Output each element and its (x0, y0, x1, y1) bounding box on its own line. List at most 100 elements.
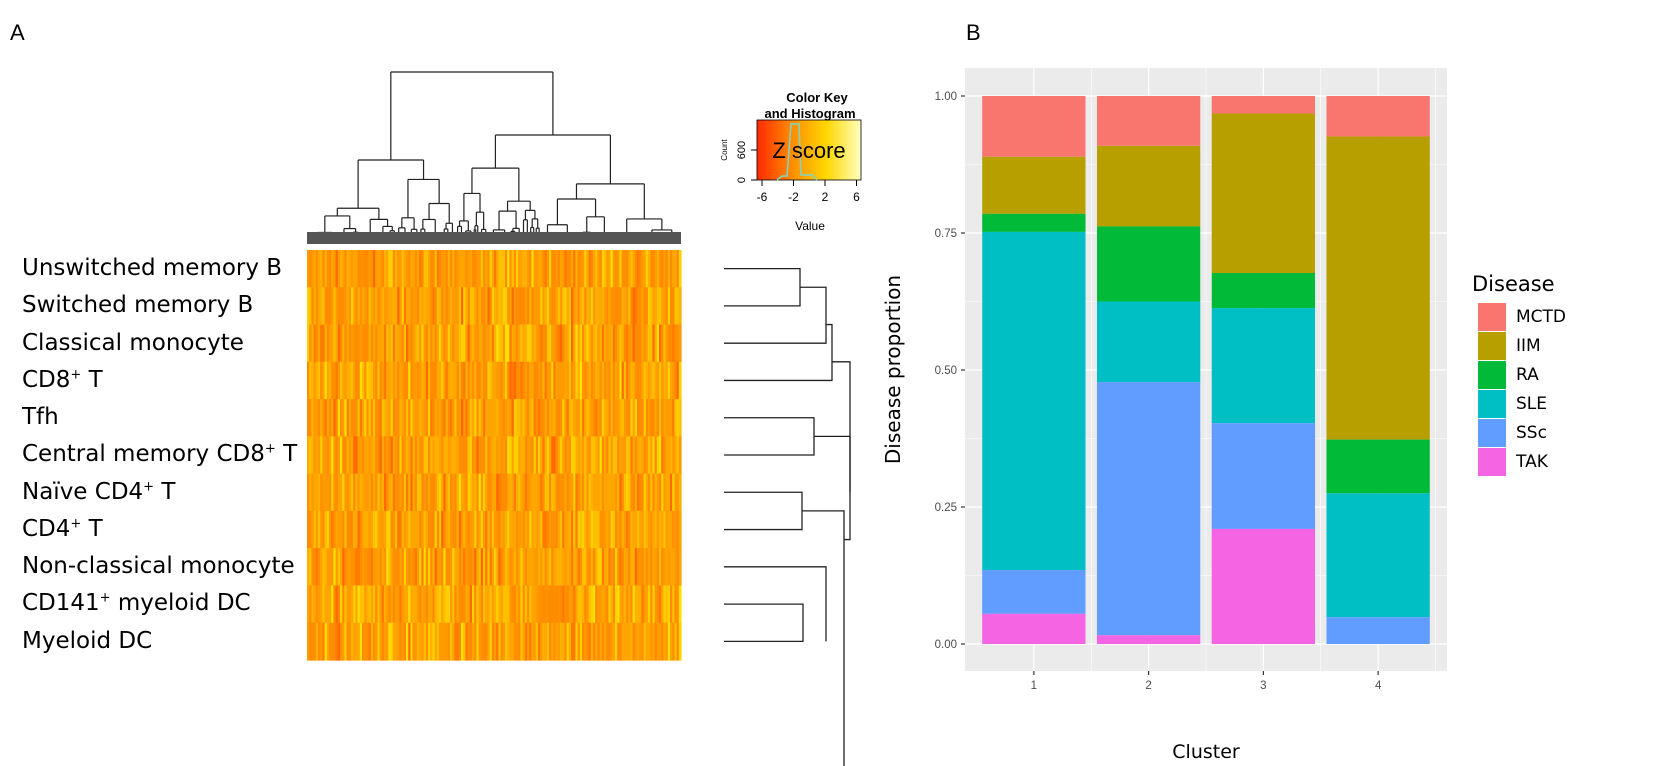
heatmap-cell (375, 510, 378, 549)
heatmap-cell (619, 473, 623, 512)
heatmap-cell (309, 548, 312, 587)
heatmap-cell (485, 436, 488, 475)
heatmap-cell (516, 399, 519, 437)
heatmap-cell (615, 436, 618, 475)
heatmap-cell (461, 510, 464, 549)
bar-segment-ssc-cluster-3 (1211, 423, 1316, 529)
heatmap-cell (590, 548, 594, 587)
heatmap-cell (474, 250, 477, 288)
heatmap-cell (357, 287, 361, 326)
heatmap-cell (672, 548, 675, 587)
heatmap-cell (637, 622, 640, 661)
heatmap-cell (430, 510, 433, 549)
heatmap-cell (652, 510, 656, 549)
heatmap-cell (348, 287, 352, 326)
legend-swatch (1478, 302, 1506, 331)
heatmap-cell (661, 287, 664, 326)
heatmap-cell (606, 399, 609, 437)
heatmap-cell (608, 436, 612, 475)
heatmap-cell (447, 585, 451, 624)
heatmap-cell (604, 510, 607, 549)
heatmap-cell (500, 622, 504, 661)
heatmap-cell (584, 287, 587, 326)
heatmap-cell (604, 585, 607, 624)
heatmap-cell (553, 510, 557, 549)
heatmap-cell (432, 324, 436, 363)
heatmap-row (307, 622, 682, 661)
heatmap-cell (648, 622, 651, 661)
heatmap-cell (337, 250, 341, 288)
heatmap-cell (496, 361, 499, 400)
heatmap-cell (454, 250, 458, 288)
heatmap-cell (505, 473, 508, 512)
heatmap-cell (388, 622, 392, 661)
heatmap-cell (331, 510, 334, 549)
heatmap-cell (414, 510, 418, 549)
heatmap-cell (579, 622, 583, 661)
heatmap-cell (597, 287, 601, 326)
heatmap-cell (333, 510, 337, 549)
heatmap-cell (597, 324, 601, 363)
heatmap-cell (368, 622, 372, 661)
heatmap-cell (401, 324, 405, 363)
heatmap-cell (584, 510, 587, 549)
heatmap-cell (485, 361, 488, 400)
heatmap-cell (546, 324, 550, 363)
heatmap-cell (623, 250, 627, 288)
heatmap-cell (564, 324, 568, 363)
heatmap-cell (417, 510, 420, 549)
heatmap-cell (648, 324, 651, 363)
heatmap-cell (586, 473, 590, 512)
heatmap-cell (423, 250, 427, 288)
heatmap-cell (340, 324, 343, 363)
color-key-gradient (756, 119, 862, 181)
heatmap-row-label: Tfh (22, 404, 59, 430)
heatmap-cell (577, 548, 581, 587)
heatmap-cell (637, 287, 640, 326)
heatmap-cell (381, 473, 385, 512)
heatmap-cell (542, 585, 546, 624)
row-label-superscript: + (143, 478, 155, 494)
heatmap-cell (436, 622, 440, 661)
heatmap-cell (582, 324, 585, 363)
heatmap-cell (645, 436, 649, 475)
bar-segment-tak-cluster-3 (1211, 528, 1316, 644)
heatmap-cell (520, 324, 524, 363)
heatmap-cell (452, 436, 455, 475)
heatmap-cell (560, 473, 563, 512)
heatmap-cell (551, 473, 554, 512)
heatmap-cell (615, 399, 618, 437)
heatmap-cell (553, 436, 557, 475)
heatmap-cell (368, 548, 372, 587)
heatmap-cell (439, 399, 442, 437)
heatmap-cell (476, 436, 480, 475)
heatmap-cell (513, 287, 517, 326)
heatmap-cell (588, 399, 592, 437)
heatmap-cell (568, 324, 572, 363)
heatmap-cell (531, 250, 535, 288)
heatmap-cell (390, 622, 394, 661)
legend-swatch (1478, 360, 1506, 389)
heatmap-cell (656, 436, 660, 475)
heatmap-cell (538, 548, 541, 587)
heatmap-cell (661, 436, 664, 475)
heatmap-cell (663, 473, 667, 512)
heatmap-cell (663, 324, 667, 363)
heatmap-cell (412, 324, 416, 363)
heatmap-cell (472, 510, 475, 549)
heatmap-cell (531, 399, 535, 437)
heatmap-cell (443, 324, 447, 363)
heatmap-cell (320, 548, 323, 587)
heatmap-cell (676, 585, 680, 624)
heatmap-cell (315, 622, 319, 661)
heatmap-cell (553, 250, 557, 288)
heatmap-cell (368, 324, 372, 363)
heatmap-cell (643, 361, 647, 400)
heatmap-cell (348, 250, 352, 288)
heatmap-cell (353, 510, 356, 549)
heatmap-cell (645, 361, 649, 400)
heatmap-cell (313, 250, 317, 288)
heatmap-cell (500, 436, 504, 475)
heatmap-cell (450, 436, 453, 475)
heatmap-cell (586, 287, 590, 326)
